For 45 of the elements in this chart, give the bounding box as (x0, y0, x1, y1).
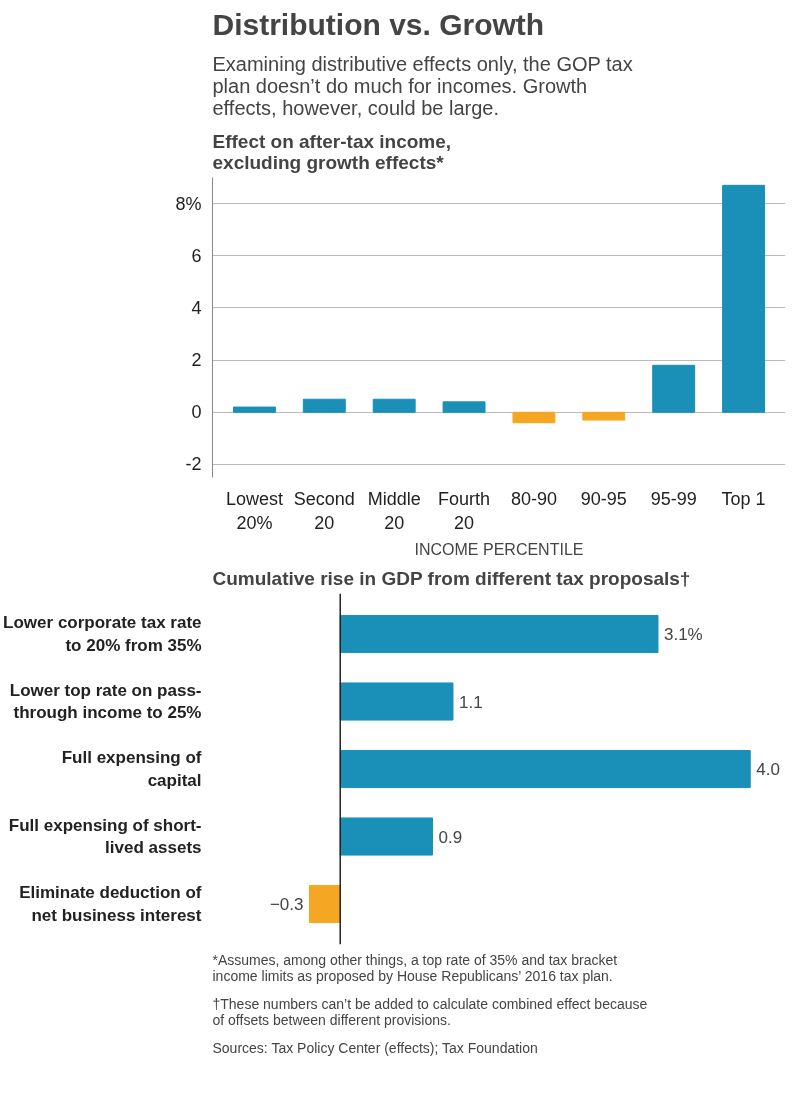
data-label: 0.9 (438, 827, 463, 847)
y-tick-label: Eliminate deduction of net business interest (19, 883, 202, 925)
x-tick-label: Fourth 20 (438, 488, 491, 533)
data-label: −0.3 (269, 895, 304, 914)
x-tick-label: 80-90 (510, 488, 557, 509)
bar (372, 398, 416, 413)
data-label: 1.1 (458, 692, 483, 712)
x-axis-title: INCOME PERCENTILE (414, 540, 584, 558)
text: †These numbers can’t be added to calculate combined effect because of offsets between different provisions. (212, 995, 648, 1028)
bar (442, 401, 486, 413)
chart-title: Distribution vs. Growth (212, 7, 545, 41)
data-label: 3.1% (663, 624, 703, 644)
x-tick-label: Middle 20 (367, 488, 421, 533)
bar (308, 884, 341, 924)
text: Effect on after-tax income, excluding growth effects* (212, 130, 452, 173)
bar (339, 682, 454, 721)
bar (582, 411, 626, 421)
bar (652, 364, 696, 413)
bar (302, 398, 346, 413)
y-tick-label: 8% (175, 193, 202, 214)
bar (339, 817, 433, 856)
y-tick-label: Lower top rate on pass-through income to 25% (9, 680, 202, 723)
y-tick-label: Full expensing of short-lived assets (8, 815, 202, 858)
bar (339, 614, 659, 654)
y-tick-label: 6 (191, 245, 202, 266)
bar (722, 184, 766, 413)
text: *Assumes, among other things, a top rate of 35% and tax bracket income limits as proposed by House Republicans’ 2016 tax plan. (212, 951, 618, 984)
y-tick-label: Full expensing of capital (61, 748, 202, 790)
y-tick-label: 0 (191, 402, 202, 423)
chart-subtitle: Examining distributive effects only, the GOP tax plan doesn’t do much for incomes. Growth effects, however, could be large. (212, 52, 633, 119)
bar (512, 411, 556, 424)
y-tick-label: 2 (191, 350, 202, 371)
x-tick-label: 95-99 (650, 488, 697, 509)
bar (339, 749, 751, 789)
bar (232, 406, 276, 413)
y-tick-label: Lower corporate tax rate to 20% from 35% (3, 613, 202, 655)
y-tick-label: -2 (185, 454, 202, 475)
data-label: 4.0 (756, 760, 780, 779)
source-note: Sources: Tax Policy Center (effects); Tax Foundation (212, 1039, 538, 1056)
x-tick-label: Top 1 (721, 488, 766, 509)
x-tick-label: 90-95 (580, 488, 627, 509)
x-tick-label: Second 20 (293, 488, 355, 533)
chart-title: Cumulative rise in GDP from different tax proposals† (212, 567, 691, 589)
x-tick-label: Lowest 20% (225, 488, 283, 533)
y-tick-label: 4 (191, 297, 202, 318)
